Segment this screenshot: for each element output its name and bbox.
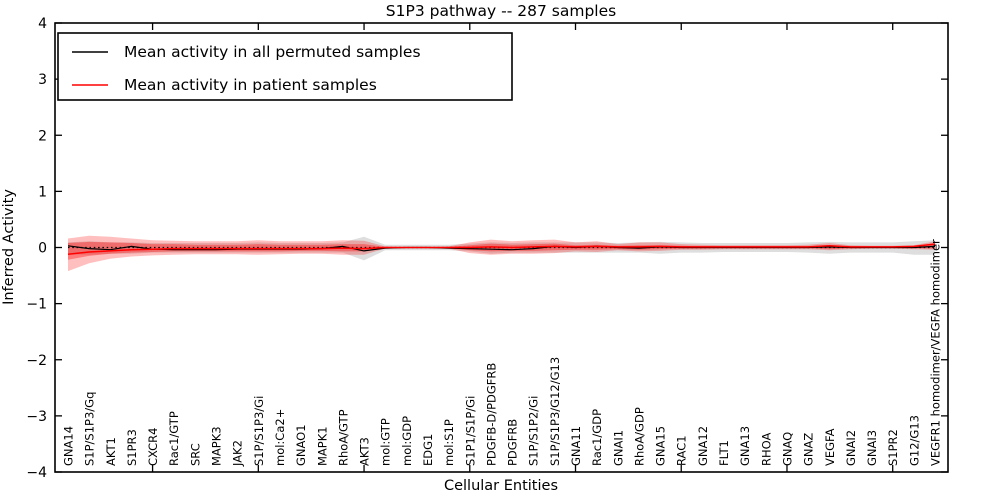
category-label: VEGFA (823, 428, 837, 466)
category-label: GNAO1 (294, 424, 308, 466)
category-label: mol:Ca2+ (273, 409, 287, 466)
category-label: GNA13 (738, 426, 752, 466)
category-label: VEGFR1 homodimer/VEGFA homodimer (929, 239, 943, 466)
category-label: G12/G13 (907, 415, 921, 466)
band-patient-range-inner (68, 241, 935, 260)
category-label: JAK2 (231, 440, 245, 467)
category-label: SRC (188, 443, 202, 466)
category-label: CXCR4 (146, 428, 160, 466)
category-label: RhoA/GDP (632, 407, 646, 466)
category-label: EDG1 (421, 434, 435, 466)
category-label: GNAQ (780, 432, 794, 466)
category-label: GNAI1 (611, 430, 625, 466)
band-permuted-range (68, 236, 935, 261)
y-tick-label: 4 (38, 16, 47, 32)
category-label: PDGFRB (506, 419, 520, 466)
category-label: RAC1 (675, 435, 689, 466)
legend-label-permuted-samples: Mean activity in all permuted samples (124, 43, 421, 61)
y-axis-label: Inferred Activity (1, 189, 17, 305)
y-tick-label: 0 (38, 241, 47, 257)
y-tick-label: 2 (38, 128, 47, 144)
category-label: S1P1/S1P/Gi (463, 396, 477, 466)
band-patient-range-outer (68, 235, 935, 272)
legend-box (57, 32, 513, 101)
category-label: GNA15 (654, 426, 668, 466)
category-label: GNAI3 (865, 430, 879, 466)
series-line-patient (67, 243, 936, 255)
plot-area: −4 −3 −2 −1 0 1 2 3 4 GNA14 S1P/S1P3/Gq AKT1 S1PR3 CX… (26, 16, 949, 481)
category-label: GNAI2 (844, 430, 858, 466)
category-label: mol:S1P (442, 419, 456, 466)
chart-title: S1P3 pathway -- 287 samples (386, 2, 616, 20)
category-label: GNAZ (802, 433, 816, 466)
category-label: S1PR3 (125, 429, 139, 466)
category-label: S1P/S1P3/G12/G13 (548, 357, 562, 466)
category-label: MAPK1 (315, 426, 329, 466)
category-label: Rac1/GTP (167, 411, 181, 466)
category-label: GNA14 (62, 426, 76, 466)
category-label: mol:GTP (379, 418, 393, 466)
y-tick-label: 1 (38, 184, 47, 200)
category-label: RhoA/GTP (336, 409, 350, 466)
category-label: MAPK3 (210, 426, 224, 466)
category-label: RHOA (759, 433, 773, 466)
category-label: mol:GDP (400, 416, 414, 466)
y-tick-label: 3 (38, 72, 47, 88)
y-tick-label: −3 (26, 409, 47, 425)
category-label: PDGFB-D/PDGFRB (484, 363, 498, 466)
category-label: S1PR2 (886, 429, 900, 466)
category-label: AKT3 (358, 437, 372, 466)
category-label: AKT1 (104, 437, 118, 466)
category-label: GNA12 (696, 426, 710, 466)
legend-label-patient-samples: Mean activity in patient samples (124, 76, 377, 94)
legend: Mean activity in all permuted samples Me… (57, 32, 513, 101)
y-tick-label: −1 (26, 297, 47, 313)
y-tick-label: −4 (26, 465, 47, 481)
category-label: S1P/S1P2/Gi (527, 396, 541, 466)
category-label: Rac1/GDP (590, 409, 604, 466)
x-axis-label: Cellular Entities (444, 478, 558, 494)
category-label: S1P/S1P3/Gi (252, 396, 266, 466)
y-tick-label: −2 (26, 353, 47, 369)
category-label: GNA11 (569, 426, 583, 466)
category-label: FLT1 (717, 440, 731, 466)
category-label: S1P/S1P3/Gq (83, 392, 97, 466)
